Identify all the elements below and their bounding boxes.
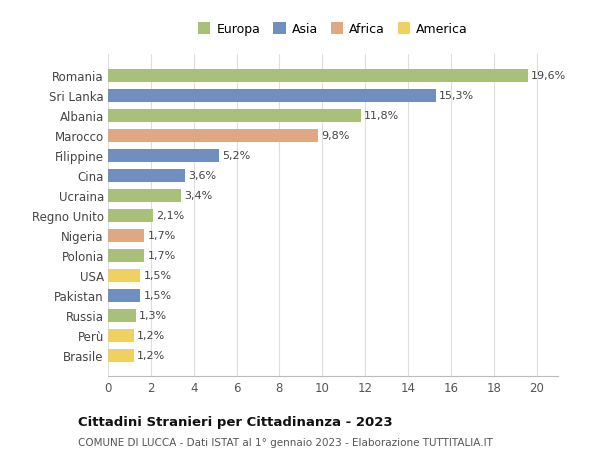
Legend: Europa, Asia, Africa, America: Europa, Asia, Africa, America bbox=[194, 20, 472, 40]
Bar bbox=[108, 209, 153, 222]
Bar bbox=[108, 150, 220, 162]
Bar bbox=[108, 129, 318, 142]
Bar bbox=[108, 189, 181, 202]
Text: 9,8%: 9,8% bbox=[321, 131, 350, 141]
Bar bbox=[108, 349, 134, 362]
Text: 5,2%: 5,2% bbox=[223, 151, 251, 161]
Bar bbox=[108, 249, 145, 262]
Bar bbox=[108, 110, 361, 123]
Bar bbox=[108, 70, 528, 83]
Text: 11,8%: 11,8% bbox=[364, 111, 400, 121]
Bar bbox=[108, 269, 140, 282]
Text: 1,2%: 1,2% bbox=[137, 330, 165, 340]
Text: 19,6%: 19,6% bbox=[531, 71, 566, 81]
Text: 15,3%: 15,3% bbox=[439, 91, 474, 101]
Text: 1,7%: 1,7% bbox=[148, 231, 176, 241]
Text: 3,6%: 3,6% bbox=[188, 171, 217, 181]
Text: Cittadini Stranieri per Cittadinanza - 2023: Cittadini Stranieri per Cittadinanza - 2… bbox=[78, 415, 392, 428]
Text: COMUNE DI LUCCA - Dati ISTAT al 1° gennaio 2023 - Elaborazione TUTTITALIA.IT: COMUNE DI LUCCA - Dati ISTAT al 1° genna… bbox=[78, 437, 493, 447]
Bar bbox=[108, 309, 136, 322]
Text: 1,3%: 1,3% bbox=[139, 310, 167, 320]
Text: 1,5%: 1,5% bbox=[143, 291, 172, 301]
Text: 1,7%: 1,7% bbox=[148, 251, 176, 261]
Bar bbox=[108, 229, 145, 242]
Bar bbox=[108, 289, 140, 302]
Text: 2,1%: 2,1% bbox=[156, 211, 184, 221]
Bar bbox=[108, 169, 185, 182]
Text: 1,5%: 1,5% bbox=[143, 270, 172, 280]
Text: 3,4%: 3,4% bbox=[184, 191, 212, 201]
Bar bbox=[108, 90, 436, 102]
Text: 1,2%: 1,2% bbox=[137, 350, 165, 360]
Bar bbox=[108, 329, 134, 342]
